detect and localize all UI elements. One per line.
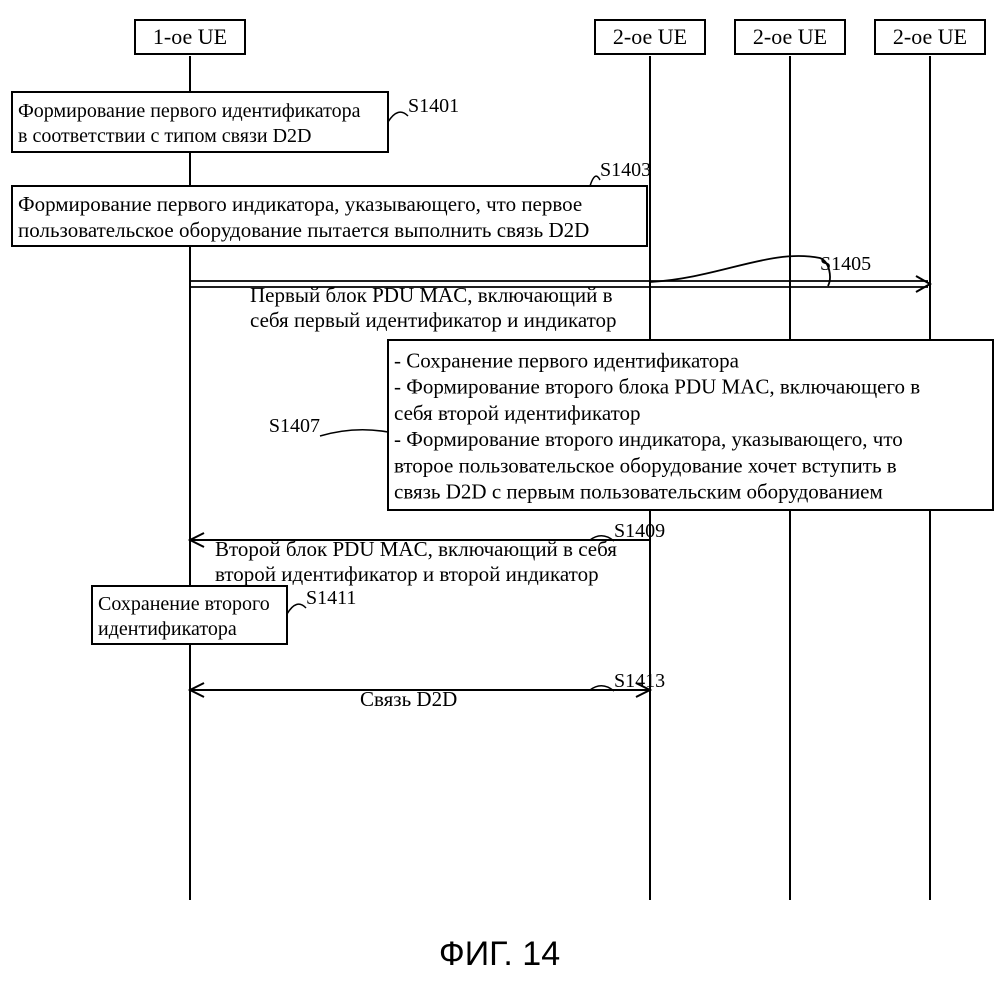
process-text: связь D2D с первым пользовательским обор… (394, 480, 883, 504)
step-label: S1403 (600, 159, 651, 181)
process-text: Формирование первого индикатора, указыва… (18, 192, 582, 216)
step-label: S1401 (408, 95, 459, 117)
figure-label: ФИГ. 14 (439, 935, 560, 973)
step-label: S1407 (269, 415, 320, 437)
process-text: пользовательское оборудование пытается в… (18, 218, 589, 242)
process-text: Сохранение второго (98, 593, 270, 615)
process-text: идентификатора (98, 618, 237, 640)
process-text: - Формирование второго индикатора, указы… (394, 427, 903, 451)
message-text: Второй блок PDU MAC, включающий в себя (215, 537, 617, 561)
message-text: Связь D2D (360, 687, 457, 711)
step-label: S1413 (614, 670, 665, 692)
process-text: себя второй идентификатор (394, 401, 641, 425)
step-label: S1405 (820, 253, 871, 275)
step-label: S1409 (614, 520, 665, 542)
process-text: в соответствии с типом связи D2D (18, 125, 312, 147)
message-text: себя первый идентификатор и индикатор (250, 308, 617, 332)
process-text: - Сохранение первого идентификатора (394, 348, 740, 372)
step-label: S1411 (306, 587, 356, 609)
process-text: второе пользовательское оборудование хоч… (394, 453, 897, 477)
lifeline-label-ue1: 1-ое UE (153, 24, 227, 49)
process-text: - Формирование второго блока PDU MAC, вк… (394, 375, 920, 399)
message-text: второй идентификатор и второй индикатор (215, 562, 599, 586)
message-text: Первый блок PDU MAC, включающий в (250, 283, 613, 307)
lifeline-label-ue2c: 2-ое UE (893, 24, 967, 49)
lifeline-label-ue2b: 2-ое UE (753, 24, 827, 49)
process-text: Формирование первого идентификатора (18, 100, 361, 122)
lifeline-label-ue2a: 2-ое UE (613, 24, 687, 49)
